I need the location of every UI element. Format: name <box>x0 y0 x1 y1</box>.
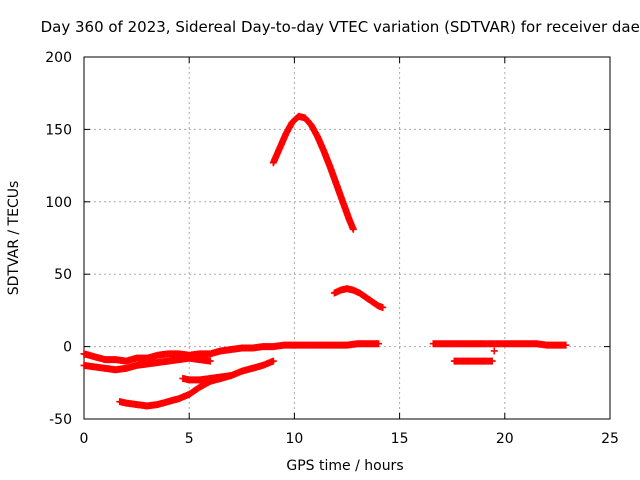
series-arc-peak <box>269 112 357 233</box>
y-axis-label: SDTVAR / TECUs <box>6 181 22 296</box>
chart-title: Day 360 of 2023, Sidereal Day-to-day VTE… <box>41 18 640 36</box>
data-point <box>375 340 383 348</box>
data-point <box>379 304 387 311</box>
x-tick-label: 20 <box>496 431 514 447</box>
series-curve-rising <box>116 357 277 410</box>
y-tick-label: 0 <box>63 340 72 356</box>
data-point <box>269 357 277 365</box>
series-arc-mid <box>330 285 387 311</box>
y-tick-label: 200 <box>45 50 72 66</box>
y-tick-label: 100 <box>45 195 72 211</box>
series-segment-17-20 <box>429 340 570 349</box>
data-point <box>488 357 496 365</box>
data-point <box>562 341 570 349</box>
y-tick-label: 150 <box>45 122 72 138</box>
data-point <box>490 347 498 355</box>
plot-frame <box>83 56 611 420</box>
axis-ticks: 0 5 10 15 20 25 -50 0 50 100 150 200 <box>45 50 619 447</box>
x-tick-label: 15 <box>391 431 409 447</box>
y-tick-label: 50 <box>54 267 72 283</box>
x-tick-label: 0 <box>80 431 89 447</box>
series-band-lower <box>80 354 214 374</box>
x-tick-label: 5 <box>185 431 194 447</box>
data-point <box>349 225 357 233</box>
series-segment-minus10 <box>450 357 496 365</box>
x-tick-label: 10 <box>285 431 303 447</box>
data-point <box>206 357 214 365</box>
x-axis-label: GPS time / hours <box>286 458 403 474</box>
x-tick-label: 25 <box>601 431 619 447</box>
y-tick-label: -50 <box>49 412 72 428</box>
series-isolated <box>490 347 498 355</box>
series-band-near-zero <box>80 340 383 365</box>
data-marks <box>80 112 570 410</box>
